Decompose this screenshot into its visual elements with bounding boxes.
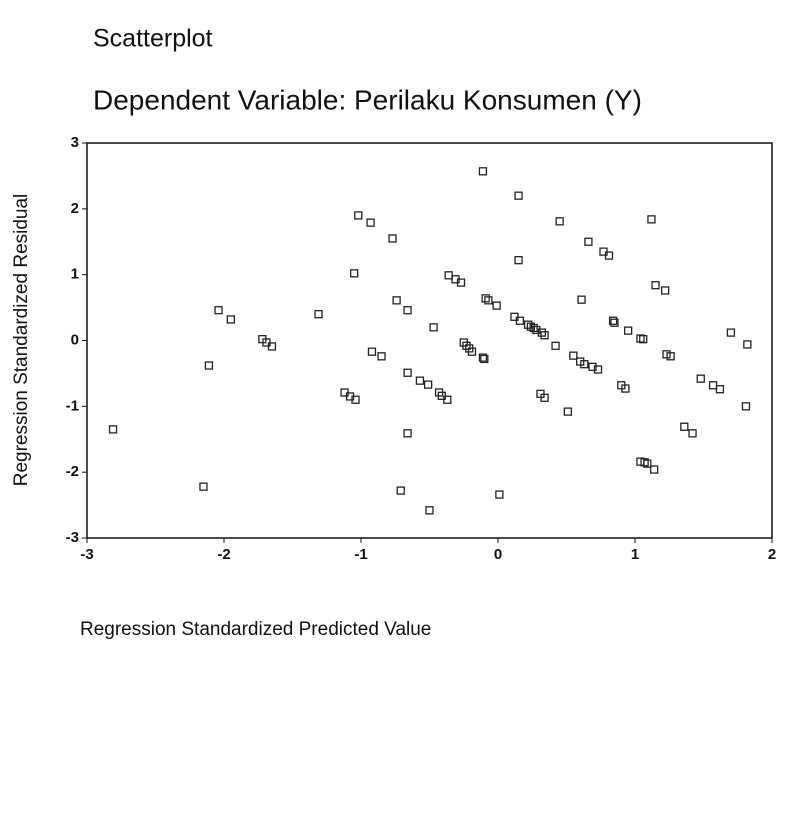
y-tick-label: -1 (66, 397, 79, 414)
point (726, 328, 736, 337)
point (492, 301, 501, 310)
point (624, 326, 633, 335)
point (467, 347, 477, 356)
point (462, 341, 471, 350)
point (540, 331, 549, 340)
x-tick-label: -1 (354, 546, 367, 563)
point (696, 374, 705, 383)
point (584, 237, 593, 246)
point (577, 295, 586, 304)
plot-frame (86, 142, 773, 539)
point (514, 191, 523, 200)
point (636, 334, 645, 343)
point (314, 310, 323, 319)
point (680, 422, 689, 431)
point (563, 407, 573, 416)
point (580, 360, 589, 369)
y-tick-label: 1 (71, 266, 79, 283)
point (514, 256, 523, 265)
point (593, 365, 603, 374)
point (388, 234, 397, 243)
point (743, 340, 752, 349)
point (403, 368, 412, 377)
point (551, 341, 560, 350)
y-tick-label: 2 (71, 200, 79, 217)
point (392, 296, 401, 305)
point (425, 506, 434, 515)
point (403, 429, 412, 438)
point (515, 316, 525, 325)
point (351, 395, 360, 404)
x-tick-label: 1 (631, 546, 639, 563)
point (429, 323, 438, 332)
point (708, 381, 718, 390)
y-tick-label: 3 (71, 134, 79, 151)
point (267, 342, 277, 351)
chart-title: Scatterplot (93, 25, 213, 53)
point (415, 376, 425, 385)
point (423, 380, 433, 389)
point (443, 395, 452, 404)
x-axis-label: Regression Standardized Predicted Value (80, 619, 431, 640)
point (214, 306, 223, 315)
point (639, 335, 648, 344)
point (495, 490, 504, 499)
point (366, 218, 375, 227)
point (640, 458, 649, 467)
point (647, 215, 656, 224)
point (199, 482, 208, 491)
point (643, 459, 652, 468)
point (403, 306, 412, 315)
y-axis-label: Regression Standardized Residual (11, 194, 32, 487)
point (651, 281, 660, 290)
x-tick-label: -3 (80, 546, 93, 563)
point (484, 296, 493, 305)
point (478, 353, 488, 362)
point (604, 251, 614, 260)
point (367, 347, 377, 356)
point (529, 323, 538, 333)
point (480, 354, 489, 364)
y-tick-label: -2 (66, 463, 79, 480)
point (537, 328, 546, 337)
point (396, 486, 405, 495)
point (666, 352, 675, 361)
point (478, 167, 488, 176)
y-tick-label: -3 (66, 529, 79, 546)
point (481, 294, 490, 303)
x-tick-label: 0 (494, 546, 502, 563)
point (108, 425, 118, 434)
point (540, 393, 549, 402)
point (354, 211, 363, 220)
point (444, 271, 453, 280)
point (610, 318, 619, 327)
point (741, 402, 751, 411)
point (569, 351, 578, 360)
point (532, 325, 541, 335)
point (715, 385, 725, 394)
point (608, 316, 618, 325)
point (650, 465, 659, 474)
x-tick-label: 2 (768, 546, 776, 563)
point (588, 362, 597, 371)
x-tick-label: -2 (217, 546, 230, 563)
point (204, 361, 214, 370)
point (377, 352, 386, 361)
point (226, 315, 236, 324)
point (621, 384, 630, 393)
y-tick-label: 0 (71, 331, 79, 348)
point (456, 278, 466, 287)
point (349, 269, 359, 278)
point (555, 217, 564, 226)
point (688, 429, 697, 438)
point (660, 286, 670, 295)
chart-subtitle: Dependent Variable: Perilaku Konsumen (Y… (93, 84, 642, 115)
